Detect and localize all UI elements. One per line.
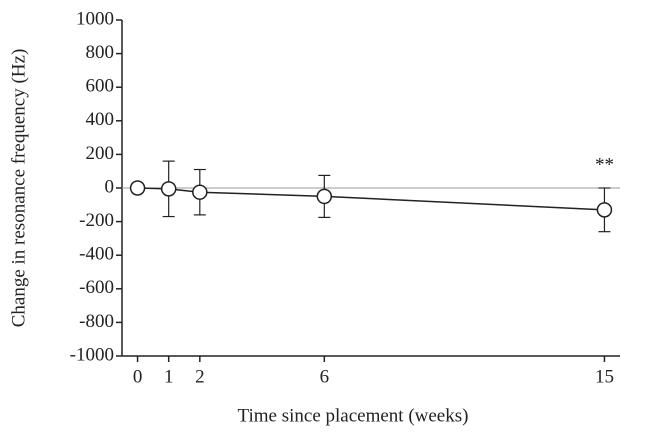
- y-tick-label: 600: [86, 76, 115, 97]
- x-tick-label: 6: [320, 366, 330, 387]
- data-point: [160, 181, 177, 197]
- y-tick-label: 1000: [76, 8, 114, 29]
- y-tick-label: 200: [86, 143, 115, 164]
- y-axis-label: Change in resonance frequency (Hz): [8, 49, 29, 328]
- y-tick-label: 0: [105, 176, 115, 197]
- annotation: **: [595, 154, 614, 175]
- data-point: [596, 202, 613, 218]
- y-tick-label: -400: [79, 244, 114, 265]
- x-axis-label: Time since placement (weeks): [238, 405, 469, 426]
- x-tick-label: 15: [595, 366, 614, 387]
- y-tick-label: -600: [79, 277, 114, 298]
- x-tick-label: 2: [195, 366, 205, 387]
- data-point: [129, 180, 146, 196]
- x-tick-label: 0: [133, 366, 143, 387]
- y-tick-label: -200: [79, 210, 114, 231]
- series-line: [137, 187, 605, 211]
- y-tick-label: -1000: [70, 344, 114, 365]
- data-point: [192, 184, 208, 200]
- x-tick-label: 1: [164, 366, 174, 387]
- y-tick-label: -800: [79, 311, 114, 332]
- y-tick-label: 800: [86, 42, 115, 63]
- y-tick-label: 400: [86, 109, 115, 130]
- data-point: [316, 188, 333, 205]
